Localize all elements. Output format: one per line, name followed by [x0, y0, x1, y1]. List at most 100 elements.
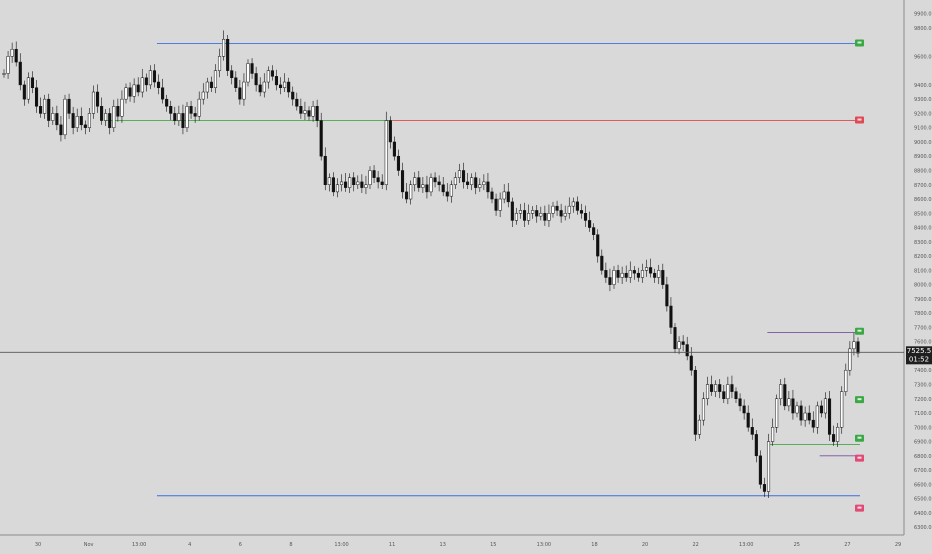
candle-body	[531, 210, 535, 214]
y-tick-label: 6400.0	[914, 511, 932, 517]
candle-body	[222, 38, 226, 57]
signal-marker-glyph	[857, 329, 862, 332]
candle-body	[620, 272, 624, 278]
candle-body	[644, 267, 649, 271]
candle-body	[697, 419, 701, 435]
candle-body	[555, 205, 559, 211]
candle-body	[559, 210, 563, 217]
candle-body	[270, 70, 274, 77]
candle-body	[140, 77, 144, 93]
candle-body	[59, 124, 63, 136]
candle-body	[730, 384, 734, 392]
candle-body	[547, 213, 551, 221]
candle-body	[283, 81, 287, 88]
candle-body	[55, 113, 59, 126]
candle-body	[718, 384, 722, 392]
candle-body	[205, 81, 209, 93]
candle-body	[563, 213, 567, 217]
candle-body	[421, 184, 425, 188]
candle-body	[217, 56, 222, 71]
x-tick-label: 13:00	[739, 542, 753, 548]
y-tick-label: 7900.0	[914, 297, 932, 303]
candle-body	[514, 213, 518, 221]
candle-body	[466, 181, 470, 186]
candle-body	[201, 91, 205, 100]
x-tick-label: 18	[591, 542, 597, 548]
candle-body	[640, 270, 645, 278]
y-tick-label: 7000.0	[914, 425, 932, 431]
price-axis[interactable]: 9900.0 9800.0 9600.0 9400.0 9300.0 9200.0 9100…	[914, 12, 932, 532]
candle-body	[360, 181, 364, 188]
candle-body	[71, 113, 75, 128]
signal-marker-glyph	[857, 41, 862, 44]
candle-body	[738, 398, 742, 407]
candle-body	[840, 391, 844, 428]
candle-body	[449, 184, 453, 197]
candle-body	[803, 412, 807, 421]
candle-body	[295, 98, 299, 107]
y-tick-label: 9100.0	[914, 126, 932, 132]
candle-body	[832, 434, 836, 442]
current-price-badge: 7525.5 01:52	[906, 346, 932, 365]
candle-body	[193, 113, 197, 117]
candle-body	[303, 110, 307, 114]
y-tick-label: 9600.0	[914, 54, 932, 60]
candle-body	[392, 141, 396, 157]
candle-body	[836, 427, 840, 442]
candle-body	[234, 77, 238, 88]
candle-body	[278, 84, 283, 88]
candle-body	[254, 73, 258, 86]
current-price-badge-bg	[906, 346, 932, 365]
y-tick-label: 9000.0	[914, 140, 932, 146]
candle-body	[433, 177, 437, 183]
candle-body	[287, 81, 291, 93]
candle-body	[714, 384, 718, 392]
candle-body	[136, 84, 140, 93]
candle-body	[274, 76, 279, 86]
y-tick-label: 6900.0	[914, 440, 932, 446]
candle-body	[681, 341, 685, 345]
candle-body	[441, 184, 445, 193]
candle-body	[156, 81, 161, 88]
candle-body	[600, 255, 604, 271]
candle-body	[250, 63, 254, 74]
candle-body	[14, 48, 18, 63]
candle-body	[844, 369, 848, 392]
y-tick-label: 9400.0	[914, 83, 932, 89]
candle-body	[856, 341, 860, 354]
y-tick-label: 6600.0	[914, 482, 932, 488]
candle-body	[807, 412, 811, 421]
x-tick-label: Nov	[84, 542, 94, 548]
candle-body	[588, 220, 592, 228]
candle-body	[604, 270, 608, 278]
candle-body	[396, 155, 401, 171]
y-tick-label: 9900.0	[914, 12, 932, 18]
y-tick-label: 8800.0	[914, 168, 932, 174]
candle-body	[30, 77, 35, 88]
x-tick-label: 13:00	[537, 542, 551, 548]
candle-body	[616, 270, 620, 278]
candle-body	[100, 106, 104, 121]
candle-body	[177, 113, 181, 121]
time-axis[interactable]: 30 Nov 13:00 4 6 8 13:00 11 13 15 13:00 18 20 22 13:00…	[35, 542, 901, 548]
candle-body	[311, 106, 315, 117]
candle-body	[783, 384, 787, 407]
candle-body	[67, 98, 71, 114]
candle-body	[380, 181, 384, 186]
candle-body	[315, 106, 319, 121]
signal-marker-glyph	[857, 398, 862, 401]
candle-body	[197, 98, 201, 117]
candle-body	[230, 70, 234, 79]
candle-body	[632, 270, 636, 274]
y-tick-label: 6500.0	[914, 497, 932, 503]
candle-body	[437, 181, 441, 186]
candle-body	[246, 63, 250, 83]
candle-body	[291, 91, 295, 100]
x-tick-label: 13	[440, 542, 446, 548]
candle-body	[478, 184, 482, 188]
candle-body	[132, 84, 136, 97]
candle-body	[323, 155, 327, 186]
